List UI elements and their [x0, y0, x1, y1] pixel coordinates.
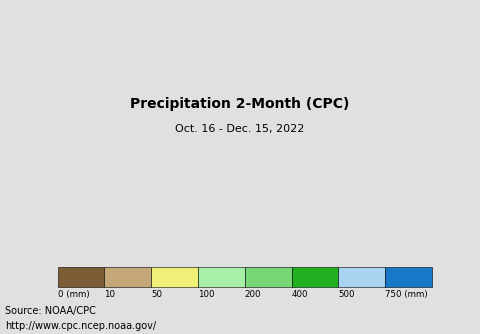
Bar — [198, 267, 245, 287]
Text: Source: NOAA/CPC: Source: NOAA/CPC — [5, 306, 96, 316]
Bar — [292, 267, 338, 287]
Bar — [385, 267, 432, 287]
Text: http://www.cpc.ncep.noaa.gov/: http://www.cpc.ncep.noaa.gov/ — [5, 321, 156, 331]
Bar — [245, 267, 292, 287]
Bar — [151, 267, 198, 287]
Bar — [58, 267, 105, 287]
Text: Oct. 16 - Dec. 15, 2022: Oct. 16 - Dec. 15, 2022 — [175, 125, 305, 134]
Text: 10: 10 — [105, 290, 115, 299]
Text: 200: 200 — [245, 290, 261, 299]
Bar — [338, 267, 385, 287]
Text: 100: 100 — [198, 290, 215, 299]
Text: 400: 400 — [292, 290, 308, 299]
Text: 750 (mm): 750 (mm) — [385, 290, 428, 299]
Text: 50: 50 — [151, 290, 162, 299]
Bar — [105, 267, 151, 287]
Text: 500: 500 — [338, 290, 355, 299]
Text: 0 (mm): 0 (mm) — [58, 290, 89, 299]
Text: Precipitation 2-Month (CPC): Precipitation 2-Month (CPC) — [130, 97, 350, 111]
